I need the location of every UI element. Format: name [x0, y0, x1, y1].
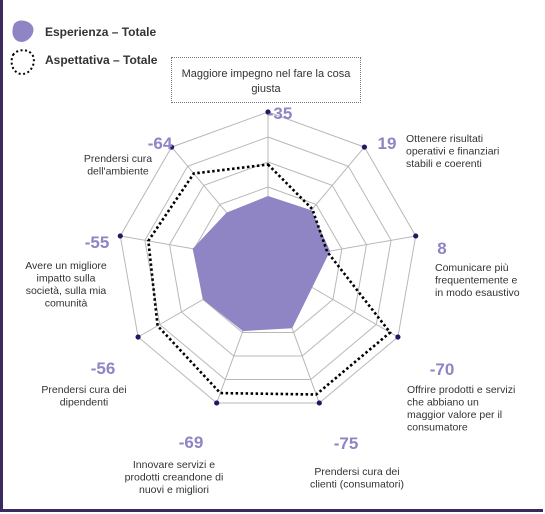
legend-expectation-label: Aspettativa – Totale — [45, 53, 158, 67]
vertex-dot — [361, 144, 368, 150]
callout-text: Maggiore impegno nel fare la cosa giusta — [181, 68, 351, 95]
difference-label: -75 — [334, 434, 359, 453]
vertex-dot — [214, 400, 220, 406]
callout-box: Maggiore impegno nel fare la cosa giusta — [171, 57, 361, 103]
vertex-dots — [117, 109, 419, 406]
difference-label: 19 — [378, 134, 397, 153]
difference-label: 8 — [437, 239, 446, 258]
grid-ring — [193, 186, 343, 333]
difference-label: -55 — [85, 233, 110, 252]
axis-label: Prendersi cura dei clienti (consumatori) — [310, 466, 404, 491]
series-experience-area — [192, 196, 331, 332]
difference-labels: -35 19 8 -70 -75 -69 -56 -55 -64 — [85, 104, 455, 453]
axis-label: Prendersi cura dell'ambiente — [84, 153, 152, 178]
difference-label: -56 — [91, 359, 116, 378]
vertex-dot — [413, 233, 419, 239]
axis-labels: Ottenere risultati operativi e finanziari… — [25, 133, 520, 496]
difference-label: -64 — [148, 134, 173, 153]
legend-expectation-swatch — [10, 49, 35, 76]
vertex-dot — [168, 144, 175, 150]
legend-experience-label: Esperienza – Totale — [45, 25, 156, 39]
difference-label: -69 — [179, 433, 204, 452]
difference-label: -35 — [268, 104, 293, 123]
axis-label: Ottenere risultati operativi e finanziari… — [406, 133, 499, 170]
vertex-dot — [395, 334, 401, 340]
difference-label: -70 — [430, 360, 455, 379]
legend: Esperienza – Totale Aspettativa – Totale — [10, 20, 158, 76]
grid-ring — [119, 111, 417, 404]
axis-label: Avere un migliore impatto sulla società, s… — [25, 260, 107, 310]
axis-label: Innovare servizi e prodotti creandone di n… — [125, 459, 224, 496]
grid-ring — [168, 161, 368, 357]
vertex-dot — [265, 109, 271, 115]
legend-experience-swatch — [12, 20, 34, 42]
axis-label: Comunicare più frequentemente e in modo es… — [435, 262, 520, 299]
axis-label: Offrire prodotti e servizi che abbiano un… — [407, 384, 515, 434]
grid-ring — [144, 136, 392, 380]
axis-label: Prendersi cura dei dipendenti — [41, 384, 126, 409]
vertex-dot — [316, 400, 322, 406]
series-expectation-line — [147, 163, 392, 396]
vertex-dot — [117, 233, 123, 239]
vertex-dot — [135, 334, 141, 340]
